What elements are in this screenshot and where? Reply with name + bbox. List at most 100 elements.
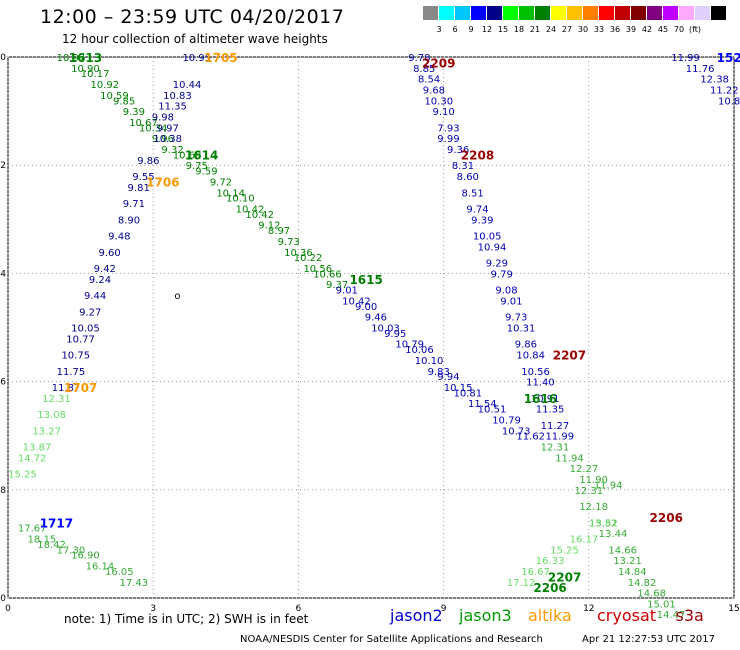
swh-value: 9.55 [132, 172, 154, 183]
legend-swatch [551, 6, 566, 20]
swh-value: 17.67 [18, 524, 47, 535]
swh-value: 10.03 [371, 324, 400, 335]
swh-value: 11.22 [710, 85, 739, 96]
credit-line: NOAA/NESDIS Center for Satellite Applica… [240, 634, 543, 645]
swh-value: 9.29 [486, 259, 508, 270]
legend-swatch [599, 6, 614, 20]
y-tick-label: -58 [0, 486, 6, 496]
swh-value: 15.25 [550, 545, 579, 556]
y-tick-label: -54 [0, 269, 6, 279]
swh-value: 17.43 [120, 578, 149, 589]
swh-value: 9.24 [89, 275, 111, 286]
swh-value: 10.05 [71, 324, 100, 335]
swh-value: 10.22 [294, 253, 323, 264]
swh-value: 11.99 [671, 53, 700, 64]
swh-value: 10.17 [81, 69, 110, 80]
track-id-label: 2207 [548, 570, 581, 584]
legend-label: 6 [452, 25, 458, 34]
legend-swatch [615, 6, 630, 20]
x-tick-label: 12 [583, 604, 594, 614]
swh-value: 10.34 [139, 123, 168, 134]
legend-swatch [567, 6, 582, 20]
swh-value: 10.51 [478, 405, 507, 416]
swh-value: 8.90 [118, 215, 140, 226]
satellite-name: altika [528, 606, 572, 625]
swh-value: 9.78 [408, 53, 430, 64]
swh-value: 10.30 [424, 96, 453, 107]
swh-value: 9.39 [471, 215, 493, 226]
legend-swatch [647, 6, 662, 20]
track-id-label: 152 [717, 51, 740, 65]
legend-swatch [455, 6, 470, 20]
satellite-name: s3a [675, 606, 704, 625]
x-tick-label: 3 [150, 604, 156, 614]
swh-value: 9.46 [365, 313, 387, 324]
swh-value: 9.97 [157, 123, 179, 134]
swh-value: 10.8 [718, 96, 740, 107]
swh-value: 11.94 [594, 480, 623, 491]
swh-value: 14.68 [637, 589, 666, 600]
swh-value: 16.67 [521, 567, 550, 578]
swh-value: 9.86 [137, 156, 159, 167]
swh-value: 8.85 [413, 64, 435, 75]
track-id-label: 1717 [40, 516, 73, 530]
swh-value: 10.56 [521, 367, 550, 378]
legend-label: 39 [625, 25, 637, 34]
swh-value: 8.31 [452, 161, 474, 172]
swh-value: 9.85 [113, 96, 135, 107]
swh-value: 10.42 [236, 204, 265, 215]
swh-value: 9.71 [123, 199, 145, 210]
legend-swatch [423, 6, 438, 20]
legend-label: 36 [609, 25, 621, 34]
track-id-label: 1614 [185, 148, 218, 162]
swh-value: 10.77 [66, 334, 95, 345]
y-tick-label: -60 [0, 594, 6, 604]
swh-value: 10.92 [90, 80, 119, 91]
x-tick-label: 0 [5, 604, 11, 614]
swh-value: 9.75 [186, 161, 208, 172]
swh-value: 10.42 [245, 210, 274, 221]
swh-value: 10.97 [57, 53, 86, 64]
swh-value: 10.42 [342, 296, 371, 307]
swh-value: 11.35 [158, 102, 187, 113]
legend-label: 42 [641, 25, 653, 34]
y-tick-label: -56 [0, 378, 6, 388]
swh-value: 11.94 [555, 453, 584, 464]
legend-label: 3 [436, 25, 442, 34]
swh-value: 10.06 [405, 345, 434, 356]
legend-swatch [663, 6, 678, 20]
track-id-label: 1615 [349, 273, 382, 287]
swh-value: 11.35 [536, 405, 565, 416]
legend-swatch [519, 6, 534, 20]
swh-value: 8.60 [457, 172, 479, 183]
swh-value: 13.44 [599, 529, 628, 540]
swh-value: 10.38 [153, 134, 182, 145]
swh-value: 16.33 [536, 556, 565, 567]
swh-value: 9.10 [432, 107, 454, 118]
swh-value: 16.17 [570, 534, 599, 545]
swh-value: 10.83 [163, 91, 192, 102]
swh-value: 7.93 [437, 123, 459, 134]
swh-value: 9.01 [336, 286, 358, 297]
swh-value: 11.99 [545, 432, 574, 443]
swh-value: 9.32 [161, 145, 183, 156]
swh-value: 10.90 [71, 64, 100, 75]
track-id-label: 1706 [146, 175, 179, 189]
swh-value: 8.97 [268, 226, 290, 237]
legend-swatch [439, 6, 454, 20]
swh-value: 10.91 [531, 394, 560, 405]
legend-label: 30 [577, 25, 589, 34]
swh-value: 9.81 [128, 183, 150, 194]
swh-value: 18.42 [37, 540, 66, 551]
legend-swatch [487, 6, 502, 20]
footer-note: note: 1) Time is in UTC; 2) SWH is in fe… [64, 612, 309, 626]
swh-value: 9.08 [495, 286, 517, 297]
swh-value: 9.12 [258, 221, 280, 232]
swh-value: 14.84 [618, 567, 647, 578]
swh-value: 14.72 [18, 453, 47, 464]
swh-value: 9.68 [423, 85, 445, 96]
swh-value: 10.68 [173, 150, 202, 161]
satellite-name: jason3 [459, 606, 512, 625]
track-id-label: 2208 [461, 148, 494, 162]
